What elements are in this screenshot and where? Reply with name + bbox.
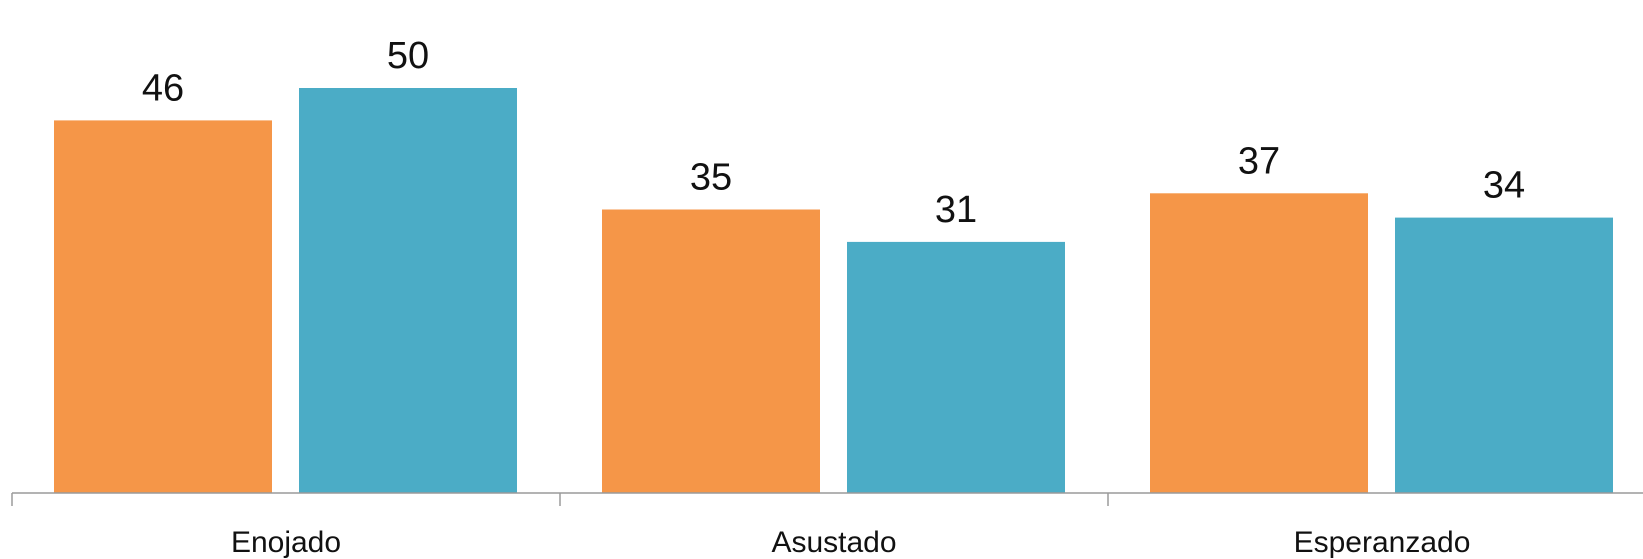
data-labels-layer: 46 50 35 31 37 34 xyxy=(142,35,1525,231)
data-label-asustado-series-1: 35 xyxy=(690,157,732,199)
data-label-esperanzado-series-2: 34 xyxy=(1483,165,1525,207)
data-label-esperanzado-series-1: 37 xyxy=(1238,140,1280,182)
bar-esperanzado-series-1 xyxy=(1150,193,1368,494)
data-label-enojado-series-2: 50 xyxy=(387,35,429,77)
category-label-esperanzado: Esperanzado xyxy=(1294,526,1471,559)
bar-asustado-series-2 xyxy=(847,241,1065,493)
bar-asustado-series-1 xyxy=(602,209,820,493)
x-axis: Enojado Asustado Esperanzado xyxy=(11,492,1643,559)
category-label-asustado: Asustado xyxy=(771,526,896,559)
bars-layer xyxy=(54,88,1613,494)
bar-esperanzado-series-2 xyxy=(1395,217,1613,493)
data-label-asustado-series-2: 31 xyxy=(935,189,977,231)
bar-enojado-series-1 xyxy=(54,120,272,494)
category-label-enojado: Enojado xyxy=(231,526,341,559)
bar-enojado-series-2 xyxy=(299,88,517,493)
data-label-enojado-series-1: 46 xyxy=(142,67,184,109)
